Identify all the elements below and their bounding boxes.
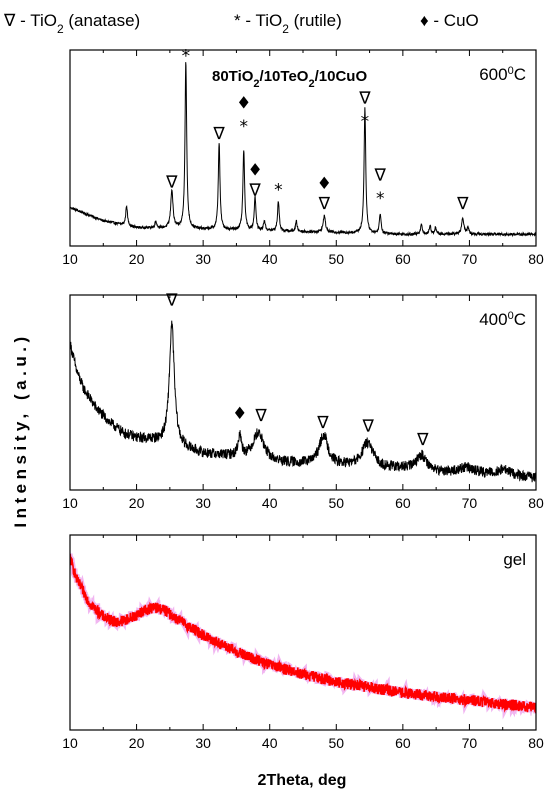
peak-marker: * xyxy=(376,189,385,209)
legend-formula: CuO xyxy=(444,11,479,30)
svg-text:♦ - CuO: ♦ - CuO xyxy=(420,11,479,30)
peak-marker: ∇ xyxy=(374,166,387,186)
peak-marker: * xyxy=(274,181,283,201)
x-tick-label: 70 xyxy=(462,495,478,511)
legend-symbol: * xyxy=(234,11,241,30)
x-tick-label: 60 xyxy=(395,251,411,267)
legend-entry-cuo: ♦ - CuO xyxy=(420,11,479,30)
peak-marker: ∇ xyxy=(248,181,261,201)
peak-marker: ∇ xyxy=(212,124,225,144)
xrd-trace-halo xyxy=(70,551,536,720)
x-tick-label: 10 xyxy=(62,735,78,751)
panel-gel: 10 20 30 40 50 60 70 80 gel xyxy=(62,534,544,751)
legend-formula: TiO xyxy=(30,11,57,30)
composition-label: 80TiO2/10TeO2/10CuO xyxy=(212,68,367,90)
x-tick-label: 80 xyxy=(528,251,544,267)
peak-marker: ∇ xyxy=(416,430,429,450)
peak-marker: ∇ xyxy=(362,416,375,436)
peak-marker: * xyxy=(361,112,370,132)
x-tick-label: 70 xyxy=(462,735,478,751)
panel-600c: 10 20 30 40 50 60 70 80*∇∇♦*♦∇ * ♦∇∇*∇* ∇6000C xyxy=(62,47,544,267)
legend: ∇ - TiO2 (anatase) * - TiO2 (rutile) ♦ -… xyxy=(3,11,479,36)
x-tick-label: 30 xyxy=(195,735,211,751)
peak-marker: ∇ xyxy=(318,194,331,214)
peak-marker: ♦ xyxy=(317,174,332,194)
peak-marker: * xyxy=(240,117,249,137)
x-tick-label: 50 xyxy=(328,251,344,267)
x-tick-label: 20 xyxy=(129,735,145,751)
x-tick-label: 10 xyxy=(62,495,78,511)
x-tick-label: 10 xyxy=(62,251,78,267)
xrd-trace xyxy=(70,553,536,714)
peak-marker: * xyxy=(182,47,191,67)
panel-label: 4000C xyxy=(479,310,526,329)
legend-phase: (anatase) xyxy=(68,11,140,30)
peak-marker: ∇ xyxy=(316,413,329,433)
x-tick-label: 30 xyxy=(195,495,211,511)
legend-formula: TiO xyxy=(255,11,282,30)
peak-marker: ∇ xyxy=(254,406,267,426)
peak-marker: ∇ xyxy=(165,290,178,310)
x-tick-label: 50 xyxy=(328,735,344,751)
legend-entry-rutile: * - TiO2 (rutile) xyxy=(234,11,342,36)
x-tick-label: 60 xyxy=(395,735,411,751)
legend-phase: (rutile) xyxy=(294,11,342,30)
svg-text:∇ - TiO2 (anatase): ∇ - TiO2 (anatase) xyxy=(3,11,140,36)
legend-entry-anatase: ∇ - TiO2 (anatase) xyxy=(3,11,140,36)
peak-marker: ♦ xyxy=(236,94,251,114)
legend-subscript: 2 xyxy=(282,22,289,36)
x-tick-label: 60 xyxy=(395,495,411,511)
peak-marker: ♦ xyxy=(247,161,262,181)
x-tick-label: 20 xyxy=(129,495,145,511)
y-axis-title: Intensity, (a.u.) xyxy=(11,332,30,527)
x-tick-label: 70 xyxy=(462,251,478,267)
panel-label: 6000C xyxy=(479,65,526,84)
peak-marker: ♦ xyxy=(232,404,247,424)
svg-text:* - TiO2 (rutile): * - TiO2 (rutile) xyxy=(234,11,342,36)
x-tick-label: 50 xyxy=(328,495,344,511)
panel-400c: 10 20 30 40 50 60 70 80 ∇ ♦ ∇ ∇ ∇ ∇ 4000C xyxy=(62,290,544,511)
peak-marker: ∇ xyxy=(358,89,371,109)
x-axis-title: 2Theta, deg xyxy=(258,772,347,789)
legend-symbol: ∇ xyxy=(3,11,16,30)
x-tick-label: 20 xyxy=(129,251,145,267)
peak-marker: ∇ xyxy=(165,172,178,192)
legend-symbol: ♦ xyxy=(420,11,429,30)
x-tick-label: 80 xyxy=(528,735,544,751)
xrd-trace xyxy=(70,320,536,483)
x-tick-label: 30 xyxy=(195,251,211,267)
x-tick-label: 40 xyxy=(262,495,278,511)
x-tick-label: 40 xyxy=(262,735,278,751)
peak-marker: ∇ xyxy=(456,194,469,214)
xrd-trace xyxy=(70,62,536,238)
x-tick-label: 80 xyxy=(528,495,544,511)
legend-subscript: 2 xyxy=(57,22,64,36)
panel-label: gel xyxy=(503,550,526,569)
x-tick-label: 40 xyxy=(262,251,278,267)
